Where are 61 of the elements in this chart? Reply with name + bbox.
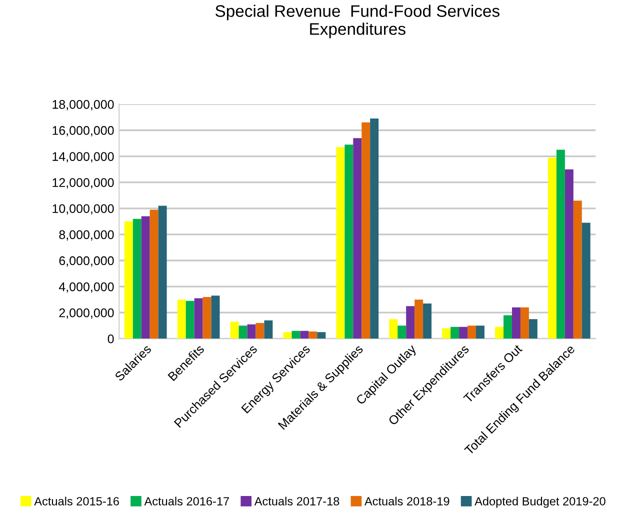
y-tick-label: 18,000,000 [52, 100, 114, 110]
bar [150, 210, 158, 339]
bar [230, 322, 239, 339]
y-tick-label: 2,000,000 [59, 308, 114, 319]
bar [308, 331, 318, 339]
legend-label: Actuals 2018-19 [364, 496, 450, 506]
bar [520, 307, 529, 339]
bar [406, 306, 415, 339]
bar [283, 332, 292, 339]
bar [512, 307, 520, 339]
bar [548, 158, 556, 339]
y-tick-label: 16,000,000 [52, 126, 114, 136]
bar [292, 330, 300, 339]
bar [504, 315, 512, 339]
bar [247, 324, 256, 339]
legend-label: Adopted Budget 2019-20 [474, 496, 606, 508]
bar [450, 326, 460, 339]
y-tick-label: 10,000,000 [52, 204, 114, 215]
bar [459, 326, 468, 339]
bar [317, 332, 326, 339]
bar [177, 300, 186, 339]
legend-label: Actuals 2015-16 [34, 496, 119, 506]
y-tick-label: 0 [108, 334, 114, 344]
chart-title: Special Revenue Fund-Food Services Expenditures [215, 4, 500, 38]
y-tick-label: 6,000,000 [59, 256, 114, 267]
bar [256, 323, 264, 339]
bar [573, 200, 582, 339]
bar [211, 296, 220, 339]
bar [582, 222, 590, 339]
bar [468, 326, 476, 339]
bar [495, 326, 504, 339]
y-tick-label: 12,000,000 [52, 178, 114, 188]
bar [264, 320, 273, 339]
bar [389, 319, 398, 339]
bar [476, 326, 484, 339]
bar [398, 326, 406, 339]
bar [194, 298, 203, 339]
bar [564, 169, 574, 339]
bar [414, 300, 424, 339]
bar [132, 218, 142, 339]
y-tick-label: 4,000,000 [58, 282, 114, 293]
bar [300, 330, 309, 339]
bar [362, 122, 370, 339]
bar [238, 326, 248, 339]
legend-label: Actuals 2016-17 [144, 496, 229, 506]
y-tick-label: 8,000,000 [59, 230, 114, 241]
legend-label: Actuals 2017-18 [254, 496, 340, 506]
bar [353, 138, 362, 339]
bar [141, 216, 150, 339]
bar [344, 144, 354, 339]
bar [158, 206, 167, 339]
bar [124, 221, 133, 339]
bar [423, 303, 432, 339]
bar [336, 147, 345, 339]
bar [556, 150, 565, 339]
bar [370, 118, 379, 339]
bar [186, 300, 194, 339]
y-tick-label: 14,000,000 [52, 152, 114, 162]
bar [202, 296, 212, 339]
bar [528, 319, 538, 339]
bar [442, 328, 451, 339]
